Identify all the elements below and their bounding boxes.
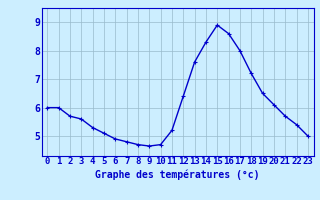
X-axis label: Graphe des températures (°c): Graphe des températures (°c) [95,169,260,180]
